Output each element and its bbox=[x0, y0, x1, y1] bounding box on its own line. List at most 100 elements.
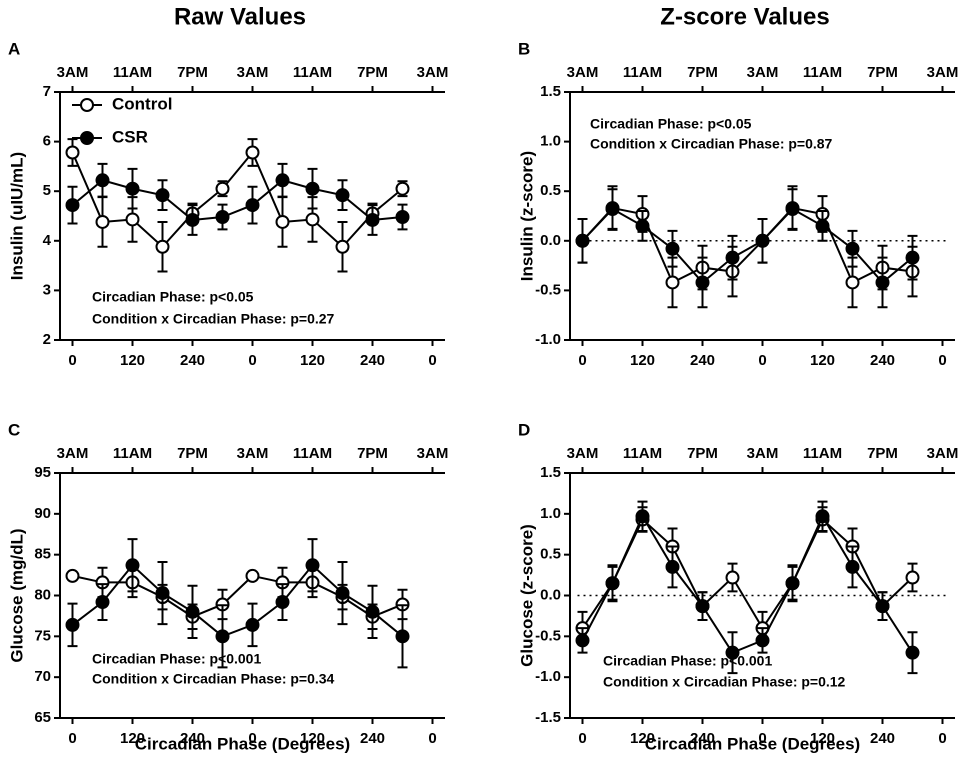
marker bbox=[695, 599, 710, 614]
legend-label: CSR bbox=[112, 127, 148, 146]
series-line bbox=[581, 514, 914, 654]
top-tick-label: 7PM bbox=[177, 64, 208, 81]
x-tick-label: 240 bbox=[180, 730, 205, 747]
y-tick-label: 0.5 bbox=[540, 546, 561, 563]
y-tick-label: 3 bbox=[43, 281, 51, 298]
x-tick-label: 0 bbox=[578, 352, 586, 369]
marker bbox=[155, 239, 170, 254]
top-tick-label: 7PM bbox=[687, 64, 718, 81]
x-tick-label: 120 bbox=[810, 730, 835, 747]
x-axis-label: Circadian Phase (Degrees) bbox=[645, 734, 860, 753]
top-tick-label: 3AM bbox=[57, 64, 89, 81]
top-tick-label: 11AM bbox=[113, 64, 152, 81]
marker bbox=[395, 629, 410, 644]
annotation: Circadian Phase: p<0.001 bbox=[92, 651, 261, 667]
top-tick-label: 7PM bbox=[867, 445, 898, 462]
x-tick-label: 0 bbox=[68, 352, 76, 369]
top-tick-label: 7PM bbox=[357, 445, 388, 462]
x-tick-label: 240 bbox=[690, 730, 715, 747]
marker bbox=[905, 570, 920, 585]
x-tick-label: 0 bbox=[758, 352, 766, 369]
marker bbox=[665, 241, 680, 256]
x-tick-label: 0 bbox=[68, 730, 76, 747]
top-tick-label: 11AM bbox=[623, 445, 662, 462]
legend-label: Control bbox=[112, 94, 172, 113]
marker bbox=[335, 188, 350, 203]
x-tick-label: 0 bbox=[578, 730, 586, 747]
panel-letter: A bbox=[8, 39, 20, 58]
marker bbox=[155, 188, 170, 203]
series bbox=[575, 185, 920, 309]
marker bbox=[905, 250, 920, 265]
marker bbox=[905, 645, 920, 660]
marker bbox=[95, 595, 110, 610]
y-tick-label: 70 bbox=[34, 668, 51, 685]
marker bbox=[305, 558, 320, 573]
marker bbox=[695, 275, 710, 290]
x-tick-label: 120 bbox=[630, 730, 655, 747]
top-tick-label: 11AM bbox=[803, 64, 842, 81]
y-axis-label: Glucose (mg/dL) bbox=[7, 528, 26, 662]
y-tick-label: -1.5 bbox=[535, 709, 561, 726]
marker bbox=[605, 202, 620, 217]
top-tick-label: 3AM bbox=[927, 445, 959, 462]
top-tick-label: 3AM bbox=[237, 64, 269, 81]
series-line bbox=[71, 150, 404, 249]
marker bbox=[845, 559, 860, 574]
y-tick-label: -1.0 bbox=[535, 331, 561, 348]
top-tick-label: 7PM bbox=[357, 64, 388, 81]
marker bbox=[395, 209, 410, 224]
x-tick-label: 0 bbox=[758, 730, 766, 747]
series-line bbox=[581, 517, 914, 631]
annotation: Condition x Circadian Phase: p=0.27 bbox=[92, 311, 335, 327]
column-title: Z-score Values bbox=[660, 3, 829, 30]
y-axis-label: Glucose (z-score) bbox=[517, 524, 536, 667]
marker bbox=[215, 181, 230, 196]
top-tick-label: 11AM bbox=[113, 445, 152, 462]
top-tick-label: 11AM bbox=[623, 64, 662, 81]
y-tick-label: 0.0 bbox=[540, 586, 561, 603]
marker bbox=[65, 145, 80, 160]
y-tick-label: -0.5 bbox=[535, 627, 561, 644]
marker bbox=[725, 250, 740, 265]
top-tick-label: 7PM bbox=[177, 445, 208, 462]
marker bbox=[785, 202, 800, 217]
series-line bbox=[581, 207, 914, 284]
marker bbox=[635, 218, 650, 233]
marker bbox=[395, 181, 410, 196]
top-tick-label: 11AM bbox=[803, 445, 842, 462]
marker bbox=[125, 212, 140, 227]
x-tick-label: 240 bbox=[360, 352, 385, 369]
marker bbox=[725, 645, 740, 660]
x-tick-label: 0 bbox=[938, 730, 946, 747]
y-tick-label: 0.5 bbox=[540, 182, 561, 199]
y-tick-label: 7 bbox=[43, 83, 51, 100]
marker bbox=[95, 173, 110, 188]
y-tick-label: 90 bbox=[34, 505, 51, 522]
marker bbox=[65, 568, 80, 583]
y-tick-label: -0.5 bbox=[535, 281, 561, 298]
x-tick-label: 0 bbox=[248, 730, 256, 747]
y-tick-label: 6 bbox=[43, 133, 51, 150]
y-tick-label: 1.5 bbox=[540, 83, 561, 100]
top-tick-label: 11AM bbox=[293, 445, 332, 462]
x-tick-label: 0 bbox=[248, 352, 256, 369]
y-tick-label: 4 bbox=[43, 232, 52, 249]
series bbox=[575, 188, 920, 309]
series-line bbox=[71, 563, 404, 638]
legend-marker bbox=[80, 98, 94, 112]
marker bbox=[845, 275, 860, 290]
marker bbox=[275, 214, 290, 229]
top-tick-label: 3AM bbox=[237, 445, 269, 462]
marker bbox=[185, 212, 200, 227]
annotation: Circadian Phase: p<0.001 bbox=[603, 653, 772, 669]
marker bbox=[125, 181, 140, 196]
x-tick-label: 0 bbox=[428, 730, 436, 747]
marker bbox=[245, 568, 260, 583]
legend-marker bbox=[80, 131, 94, 145]
marker bbox=[725, 570, 740, 585]
series bbox=[575, 506, 920, 646]
x-tick-label: 120 bbox=[300, 730, 325, 747]
top-tick-label: 3AM bbox=[57, 445, 89, 462]
